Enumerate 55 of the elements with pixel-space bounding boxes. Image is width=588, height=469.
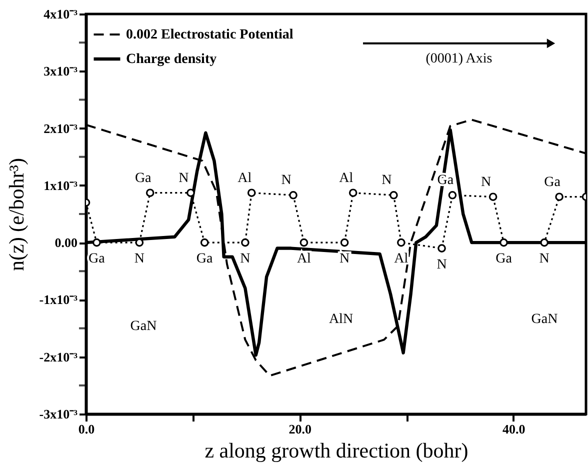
x-tick-label: 40.0 bbox=[502, 422, 526, 436]
y-tick-label: -1x10⁻³ bbox=[39, 292, 78, 308]
point bbox=[146, 188, 154, 198]
y-tick-label: -2x10⁻³ bbox=[39, 349, 78, 364]
legend-label: Charge density bbox=[126, 52, 217, 67]
annotation: Ga bbox=[496, 252, 513, 267]
point bbox=[340, 238, 349, 247]
annotation: AlN bbox=[328, 312, 354, 328]
annotation: Ga bbox=[196, 252, 214, 267]
y-axis-title: n(z) (e/bohr³) bbox=[4, 158, 28, 271]
annotation: N bbox=[436, 257, 447, 272]
point bbox=[448, 190, 457, 200]
annotation: Ga bbox=[88, 252, 106, 267]
annotation: GaN bbox=[130, 319, 157, 334]
annotation: N bbox=[178, 170, 189, 186]
annotation: N bbox=[480, 174, 492, 190]
y-tick-label: 1x10⁻³ bbox=[44, 178, 78, 193]
point bbox=[186, 188, 195, 198]
point bbox=[289, 190, 298, 200]
annotation: N bbox=[240, 252, 250, 267]
point bbox=[348, 188, 358, 198]
point bbox=[200, 238, 209, 247]
point bbox=[488, 192, 498, 202]
annotation: N bbox=[382, 173, 392, 188]
point bbox=[300, 238, 308, 247]
annotation: N bbox=[134, 252, 144, 267]
point bbox=[247, 188, 256, 198]
y-tick-label: 0.00 bbox=[54, 235, 78, 250]
point bbox=[397, 238, 406, 247]
point bbox=[540, 238, 548, 247]
x-tick-label: 20.0 bbox=[288, 422, 312, 436]
legend-label: 0.002 Electrostatic Potential bbox=[126, 28, 294, 42]
point bbox=[390, 190, 398, 200]
annotation: GaN bbox=[531, 312, 558, 328]
point bbox=[92, 238, 101, 247]
y-tick-label: 4x10⁻³ bbox=[44, 6, 78, 22]
annotation: Al bbox=[394, 252, 408, 267]
annotation: (0001) Axis bbox=[426, 51, 492, 66]
point bbox=[241, 238, 250, 247]
y-tick-label: 3x10⁻³ bbox=[44, 64, 78, 79]
y-tick-label: 2x10⁻³ bbox=[44, 120, 78, 136]
annotation: Al bbox=[238, 170, 252, 186]
annotation: Al bbox=[339, 170, 354, 186]
annotation: Ga bbox=[134, 170, 152, 186]
point bbox=[500, 238, 508, 247]
annotation: N bbox=[339, 252, 350, 267]
point bbox=[438, 244, 446, 252]
x-axis-title: z along growth direction (bohr) bbox=[204, 438, 468, 462]
y-tick-label: -3x10⁻³ bbox=[39, 406, 78, 422]
annotation: N bbox=[281, 173, 292, 188]
x-tick-label: 0.0 bbox=[78, 422, 95, 436]
annotation: N bbox=[539, 252, 550, 267]
annotation: Ga bbox=[544, 174, 562, 190]
point bbox=[555, 192, 564, 202]
annotation: Al bbox=[296, 252, 312, 267]
